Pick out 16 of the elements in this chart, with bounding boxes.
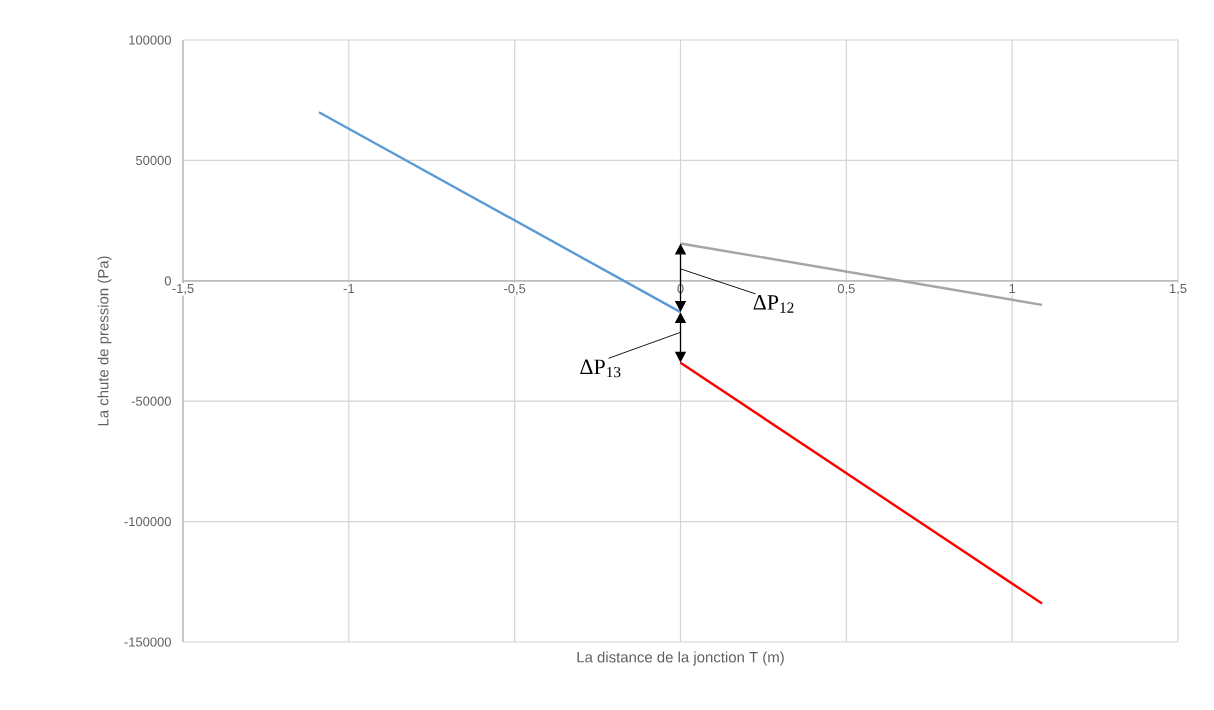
x-tick-label: 1,5 [1170,284,1187,295]
y-axis-title: La chute de pression (Pa) [97,256,112,426]
x-tick-label: -1,5 [172,284,194,295]
y-tick-label: 0 [164,276,171,286]
y-tick-label: -150000 [124,637,171,647]
y-tick-label: -100000 [124,517,171,527]
x-tick-label: 0,5 [837,283,855,295]
annotation: ΔP$_{13}$ [580,359,621,378]
x-tick-label: 1 [1009,284,1016,293]
y-tick-label: 100000 [129,35,171,45]
y-tick-label: 50000 [135,155,171,165]
x-tick-label: -1 [343,284,354,293]
x-axis-title: La distance de la jonction T (m) [577,651,784,666]
y-tick-label: -50000 [131,396,171,406]
x-tick-label: -0,5 [504,283,526,295]
annotation: ΔP$_{12}$ [753,295,794,313]
